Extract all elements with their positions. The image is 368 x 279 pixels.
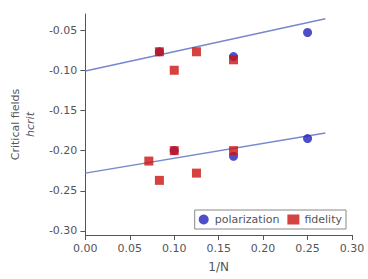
svg-text:0.30: 0.30 xyxy=(340,242,365,255)
svg-text:0.10: 0.10 xyxy=(162,242,187,255)
svg-text:Critical fields: Critical fields xyxy=(9,89,22,161)
svg-text:-0.05: -0.05 xyxy=(49,24,77,37)
svg-text:0.25: 0.25 xyxy=(295,242,320,255)
svg-text:0.20: 0.20 xyxy=(251,242,276,255)
svg-text:polarization: polarization xyxy=(215,213,280,226)
svg-text:-0.15: -0.15 xyxy=(49,104,77,117)
svg-text:-0.20: -0.20 xyxy=(49,144,77,157)
svg-text:0.15: 0.15 xyxy=(206,242,231,255)
svg-text:1/N: 1/N xyxy=(208,260,229,274)
svg-text:fidelity: fidelity xyxy=(304,213,342,226)
svg-text:0.05: 0.05 xyxy=(118,242,143,255)
svg-text:hcrit: hcrit xyxy=(24,111,37,137)
svg-text:-0.10: -0.10 xyxy=(49,64,77,77)
svg-text:0.00: 0.00 xyxy=(73,242,98,255)
svg-text:-0.25: -0.25 xyxy=(49,184,77,197)
svg-text:-0.30: -0.30 xyxy=(49,224,77,237)
